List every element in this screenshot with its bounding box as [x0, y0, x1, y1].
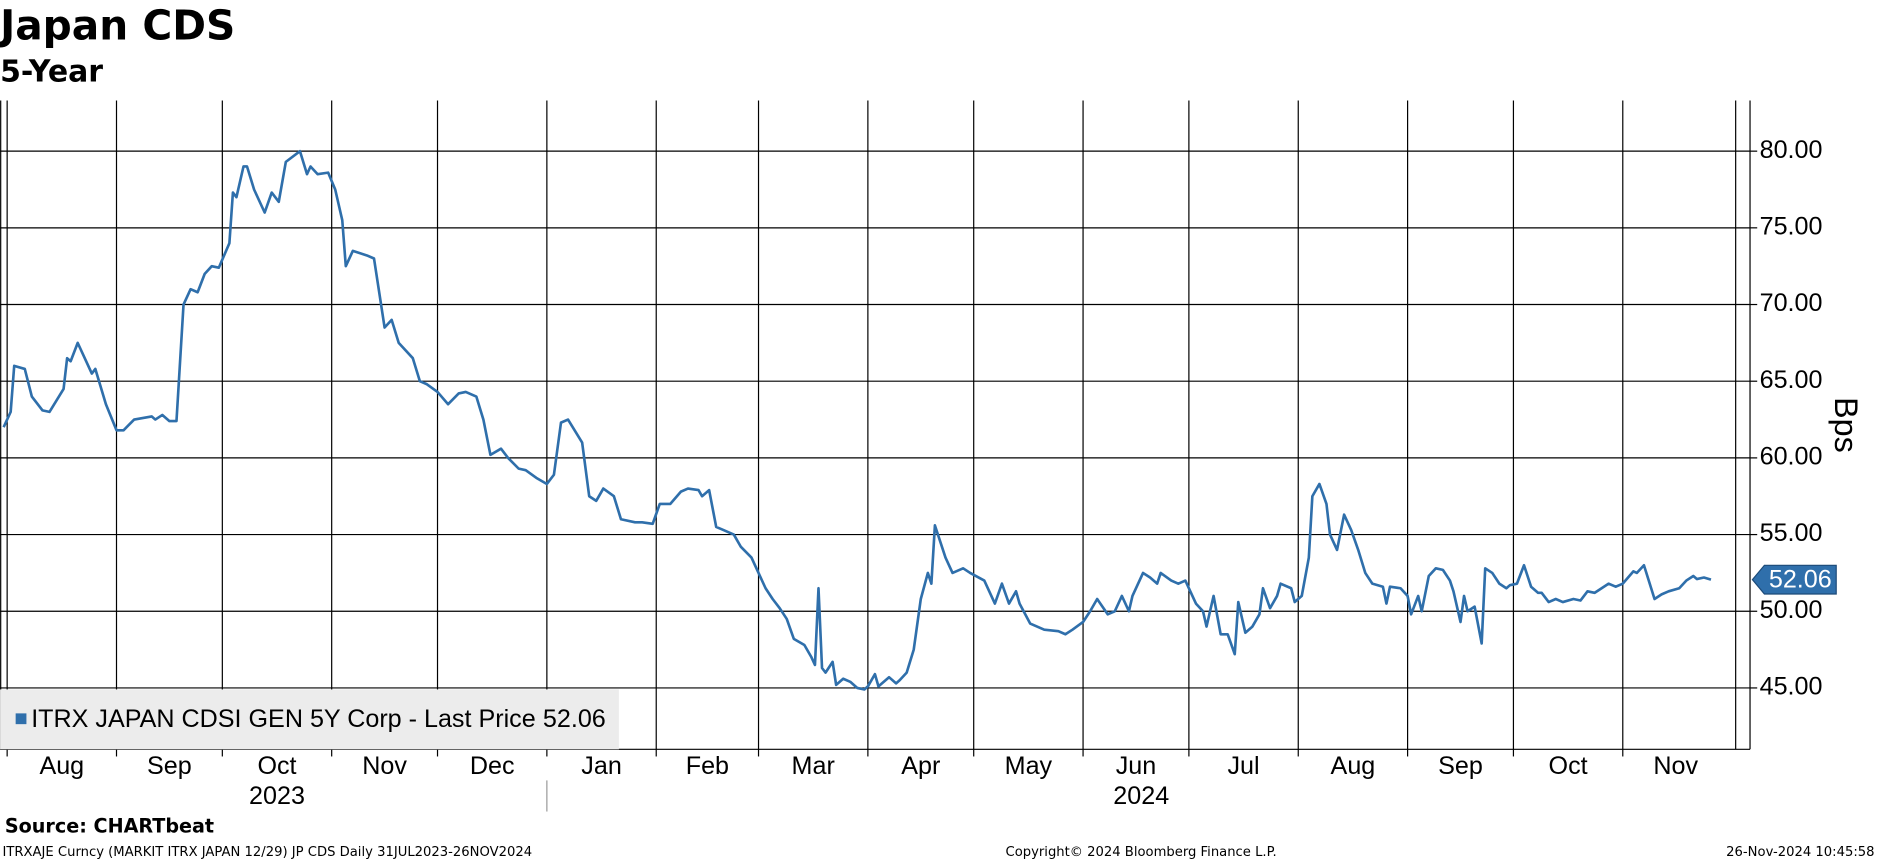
legend-box [0, 689, 619, 750]
footer-ticker: ITRXAJE Curncy (MARKIT ITRX JAPAN 12/29)… [2, 845, 532, 860]
y-tick-label: 75.00 [1760, 212, 1823, 240]
y-tick-label: 50.00 [1760, 596, 1823, 624]
x-tick-label: Dec [470, 752, 515, 780]
legend: ITRX JAPAN CDSI GEN 5Y Corp - Last Price… [0, 689, 619, 750]
legend-value: 52.06 [543, 705, 606, 733]
x-tick-label: Apr [901, 752, 940, 780]
footer-timestamp: 26-Nov-2024 10:45:58 [1726, 845, 1874, 860]
chart-title: Japan CDS [0, 2, 235, 50]
last-price-label: 52.06 [1769, 566, 1832, 594]
x-tick-label: Nov [1653, 752, 1698, 780]
legend-swatch [15, 713, 27, 725]
x-tick-label: Oct [1549, 752, 1588, 780]
y-tick-label: 80.00 [1760, 136, 1823, 164]
footer-copyright: Copyright© 2024 Bloomberg Finance L.P. [1006, 845, 1277, 860]
x-tick-label: Aug [39, 752, 84, 780]
x-tick-label: May [1005, 752, 1053, 780]
x-group-label: 2024 [1113, 782, 1169, 810]
x-tick-label: Sep [147, 752, 192, 780]
x-tick-label: Sep [1438, 752, 1483, 780]
x-tick-label: Oct [257, 752, 296, 780]
x-tick-label: Jan [581, 752, 622, 780]
x-tick-label: Feb [686, 752, 729, 780]
y-tick-label: 55.00 [1760, 519, 1823, 547]
y-tick-label: 70.00 [1760, 289, 1823, 317]
chart-subtitle: 5-Year [0, 55, 103, 90]
x-tick-label: Mar [792, 752, 835, 780]
x-tick-label: Aug [1331, 752, 1376, 780]
y-tick-label: 45.00 [1760, 673, 1823, 701]
source: Source: CHARTbeat [5, 815, 214, 838]
last-price-tag [1751, 564, 1837, 595]
legend-label: ITRX JAPAN CDSI GEN 5Y Corp - Last Price [31, 705, 536, 733]
y-tick-label: 60.00 [1760, 443, 1823, 471]
x-tick-label: Jun [1116, 752, 1157, 780]
x-group-label: 2023 [249, 782, 305, 810]
x-tick-label: Nov [362, 752, 407, 780]
series-line [2, 149, 1712, 691]
y-tick-label: 65.00 [1760, 366, 1823, 394]
x-tick-label: Jul [1228, 752, 1260, 780]
y-axis-label: Bps [1828, 397, 1864, 453]
